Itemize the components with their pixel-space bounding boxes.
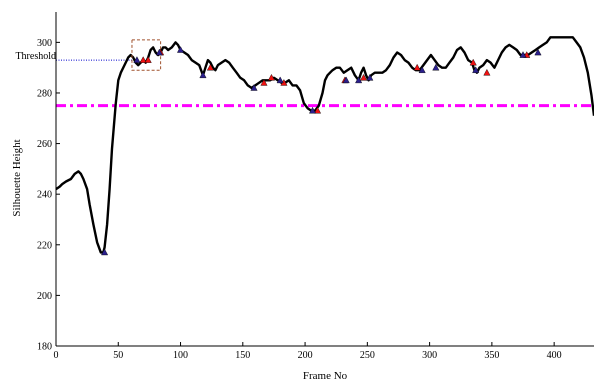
x-tick-label: 50 bbox=[113, 350, 123, 361]
red-marker bbox=[206, 63, 214, 71]
blue-marker bbox=[133, 56, 141, 63]
blue-marker bbox=[250, 84, 258, 91]
x-tick-label: 100 bbox=[173, 350, 188, 361]
y-tick-label: 180 bbox=[37, 342, 52, 353]
y-tick-label: 200 bbox=[37, 291, 52, 302]
plot-area bbox=[56, 12, 594, 346]
blue-marker bbox=[472, 66, 480, 73]
blue-marker bbox=[519, 51, 527, 58]
highlight-box bbox=[131, 39, 162, 71]
red-marker bbox=[413, 63, 421, 71]
markers bbox=[101, 46, 542, 256]
blue-marker bbox=[155, 48, 163, 56]
x-tick-label: 250 bbox=[360, 350, 375, 361]
red-marker bbox=[313, 106, 322, 114]
x-tick-label: 200 bbox=[298, 350, 313, 361]
y-tick-labels: 180 200 220 240 260 280 300 bbox=[37, 38, 52, 353]
blue-marker bbox=[309, 106, 317, 114]
y-tick-label: 220 bbox=[37, 240, 52, 251]
blue-marker bbox=[355, 76, 363, 84]
blue-marker bbox=[199, 71, 207, 79]
y-tick-label: 300 bbox=[37, 38, 52, 49]
x-tick-label: 350 bbox=[484, 350, 499, 361]
y-tick-label: 260 bbox=[37, 139, 52, 150]
red-marker bbox=[360, 73, 368, 81]
y-tick-label: 240 bbox=[37, 190, 52, 201]
y-axis-label: Silhouette Height bbox=[11, 139, 23, 216]
x-tick-labels: 0 50 100 150 200 250 300 350 400 bbox=[54, 350, 562, 361]
x-tick-label: 0 bbox=[54, 350, 59, 361]
blue-marker bbox=[276, 76, 284, 84]
red-marker bbox=[483, 68, 491, 76]
red-marker bbox=[144, 56, 152, 63]
y-tick-label: 280 bbox=[37, 88, 52, 99]
red-marker bbox=[267, 73, 275, 81]
x-tick-label: 300 bbox=[422, 350, 437, 361]
series-line bbox=[55, 36, 594, 254]
blue-marker bbox=[366, 73, 374, 81]
threshold-label: Threshold bbox=[15, 51, 56, 62]
x-axis-label: Frame No bbox=[303, 370, 348, 381]
red-marker bbox=[469, 58, 477, 66]
blue-marker bbox=[534, 48, 542, 56]
blue-marker bbox=[418, 66, 426, 73]
x-tick-label: 150 bbox=[235, 350, 250, 361]
blue-marker bbox=[177, 46, 185, 53]
blue-marker bbox=[432, 63, 440, 71]
x-tick-label: 400 bbox=[547, 350, 562, 361]
blue-marker bbox=[101, 248, 109, 256]
red-marker bbox=[139, 56, 147, 63]
blue-marker bbox=[342, 76, 350, 84]
red-marker bbox=[260, 79, 268, 86]
